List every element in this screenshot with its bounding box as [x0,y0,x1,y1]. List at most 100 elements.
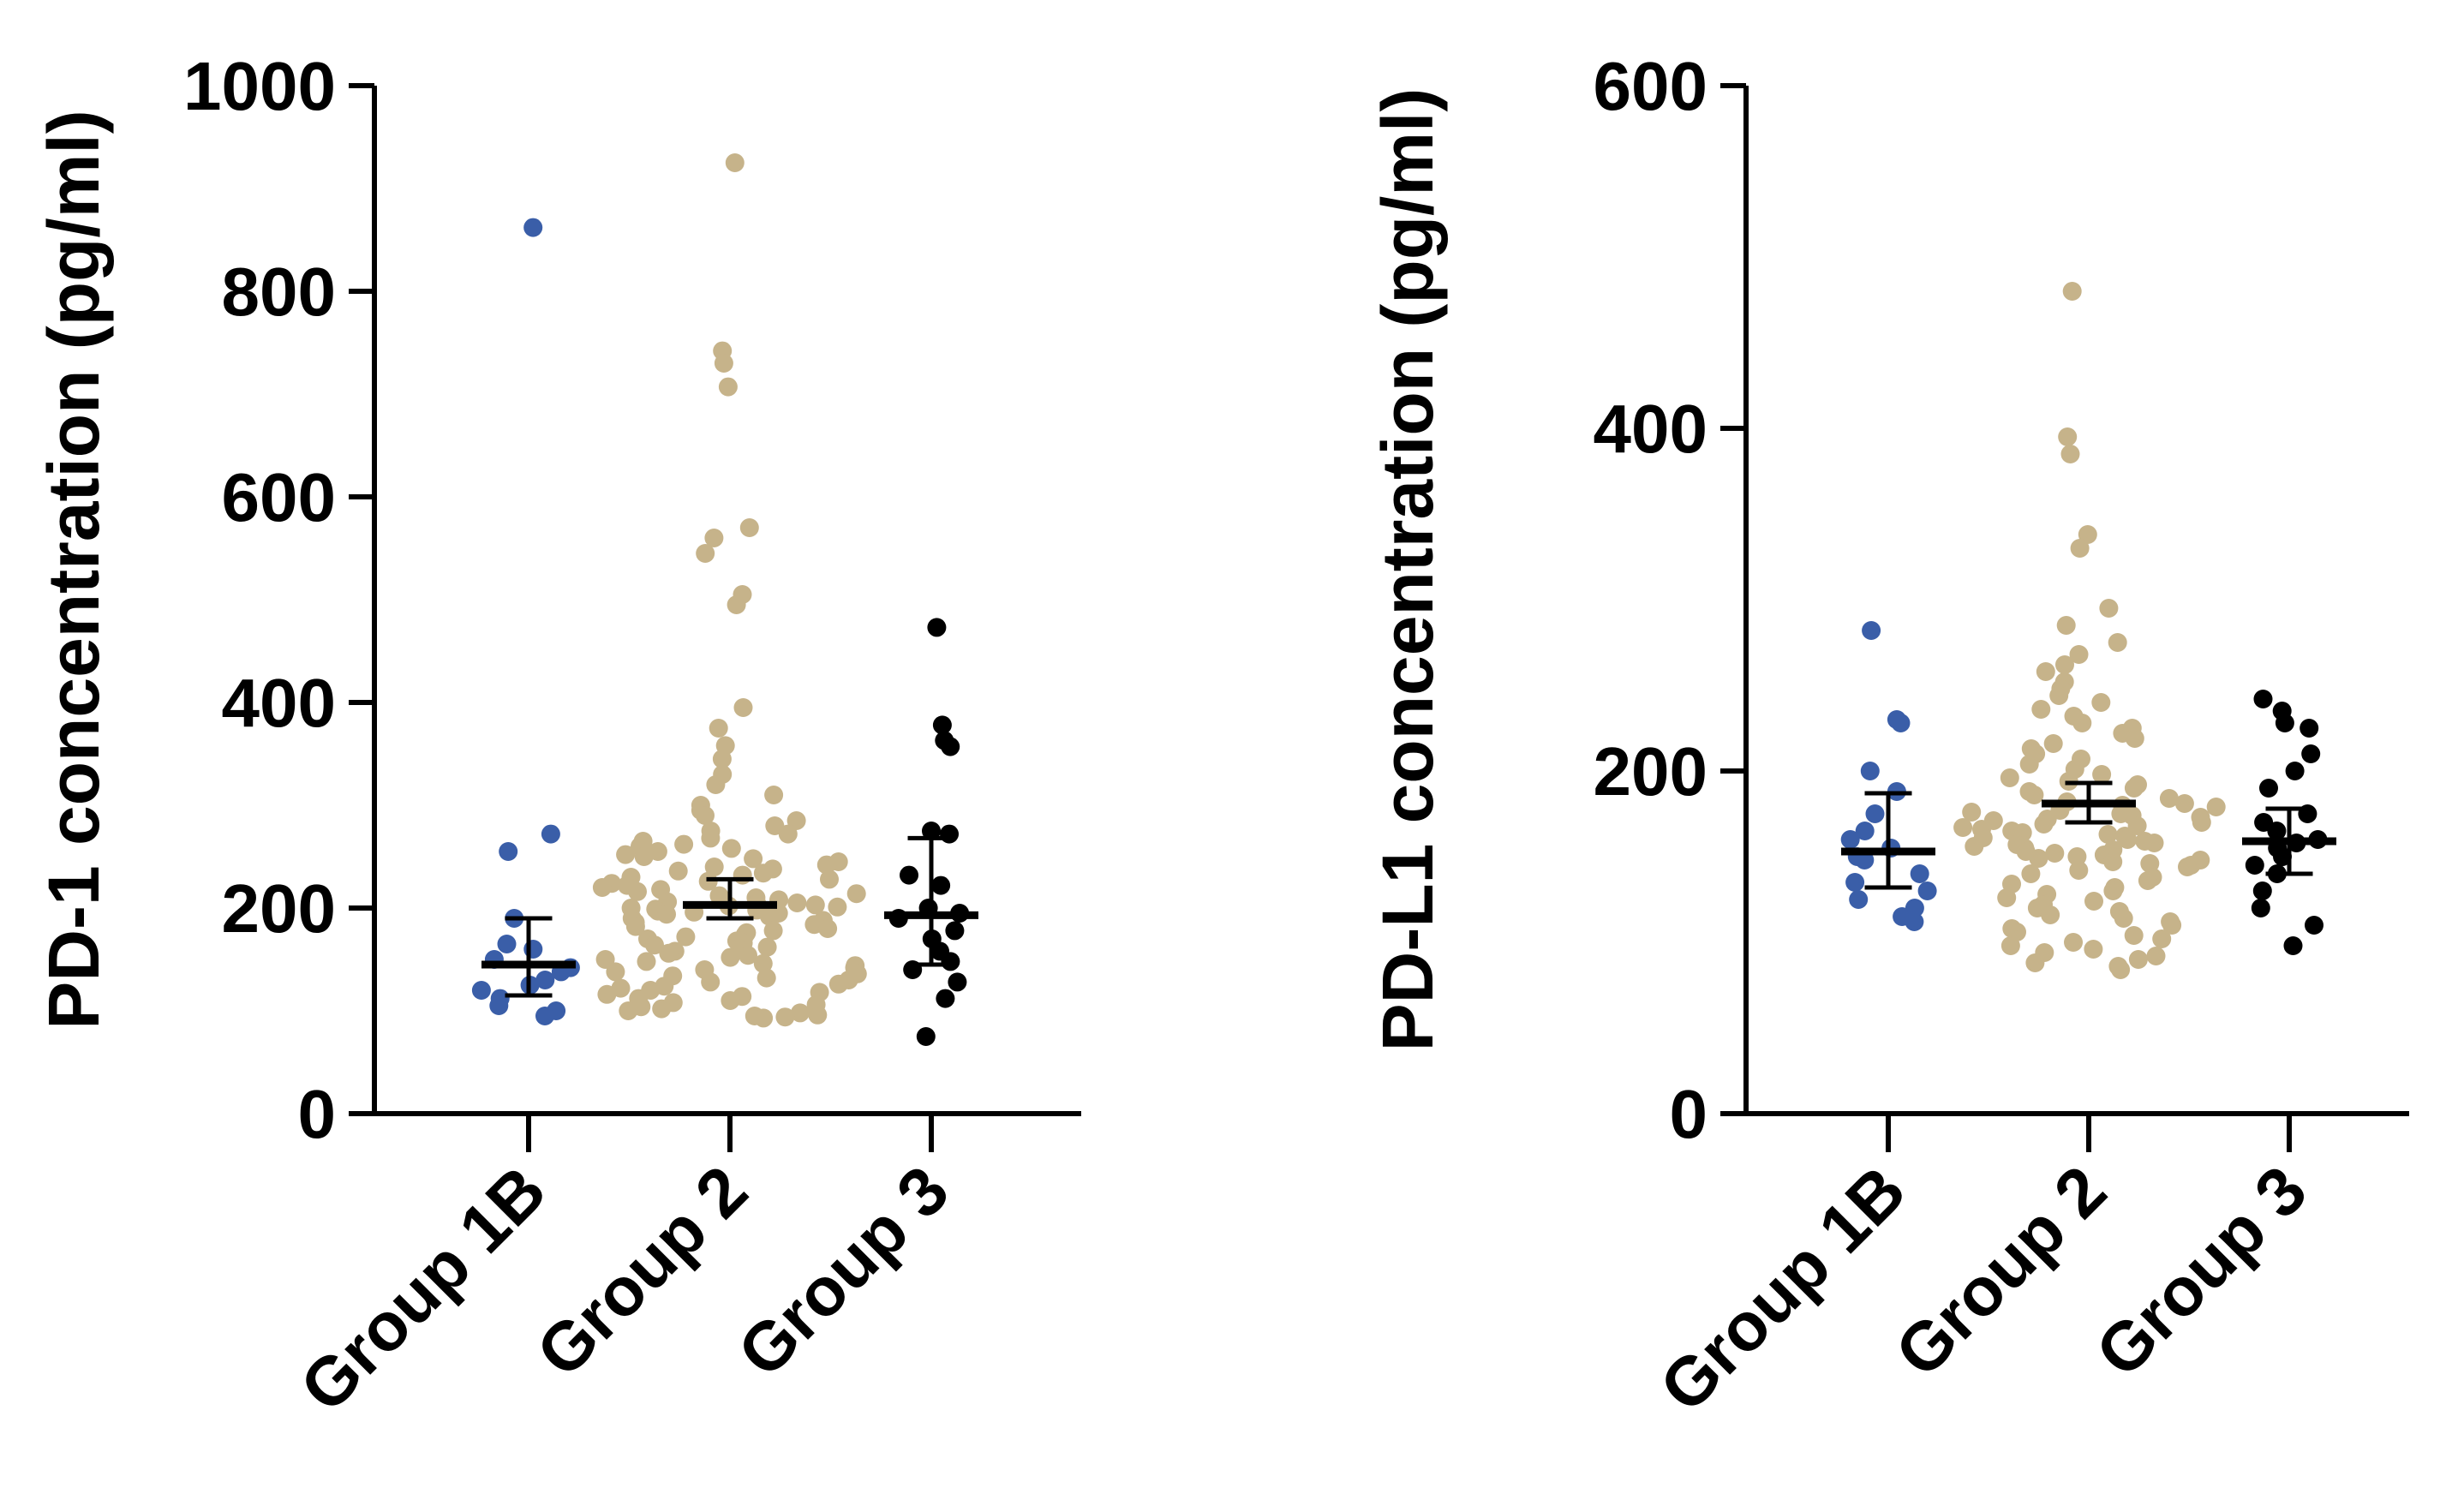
data-point [2041,905,2060,924]
x-category-label: Group 2 [1881,1151,2120,1391]
data-point [739,518,759,537]
data-point [721,991,740,1010]
data-point [2144,834,2164,852]
data-point [790,1003,810,1023]
data-point [725,153,745,172]
series-group-3 [884,618,978,1046]
x-category-label: Group 3 [723,1151,963,1391]
data-point [704,529,724,547]
data-point [1910,864,1929,883]
data-point [2091,693,2111,712]
data-point [1849,890,1869,909]
data-point [818,919,838,938]
data-point [1891,714,1911,732]
data-point [657,905,676,924]
data-point [497,935,517,953]
data-point [2108,633,2127,652]
data-point [744,849,763,869]
data-point [597,984,617,1004]
data-point [2251,899,2270,917]
data-point [619,1001,638,1020]
data-point [1905,912,1924,931]
data-point [2031,700,2051,719]
data-point [1855,822,1875,840]
data-point [721,947,740,967]
data-point [606,962,625,982]
data-point [535,971,555,989]
data-point [2070,539,2090,558]
data-point [2060,445,2080,463]
series-group-1b [1840,621,1937,931]
data-point [2283,936,2303,955]
x-category-label: Group 1B [1645,1151,1920,1426]
data-point [2078,525,2097,544]
data-point [541,824,560,844]
y-axis-title: PD-L1 concentration (pg/ml) [1367,88,1448,1052]
data-point [709,719,728,738]
y-tick-label: 800 [222,254,336,330]
data-point [2056,616,2076,635]
data-point [2025,953,2045,972]
data-point [754,1008,774,1028]
data-point [759,906,779,926]
data-point [778,824,798,844]
data-point [2103,881,2123,900]
data-point [739,946,757,965]
data-point [2301,744,2321,763]
y-tick-label: 0 [1670,1076,1708,1152]
data-point [523,218,543,237]
data-point [828,897,847,917]
data-point [1840,830,1860,849]
series-group-1b [471,218,580,1025]
data-point [2178,858,2197,876]
data-point [2174,794,2194,813]
data-point [2259,779,2278,798]
data-point [2043,734,2063,753]
data-point [2114,909,2133,928]
data-point [2124,779,2144,798]
y-tick-label: 600 [222,459,336,535]
x-category-label: Group 1B [285,1151,560,1426]
data-point [757,937,777,957]
series-group-2 [1953,282,2226,979]
data-point [2049,686,2069,705]
chart-1: 0 200 400 600 800 1000 PD-1 concentration (pg/… [33,48,1081,1426]
data-point [2146,947,2166,965]
data-point [2118,830,2138,849]
data-point [1965,837,1984,856]
data-point [1845,873,1865,892]
data-point [2064,933,2083,952]
data-point [948,972,967,992]
data-point [714,354,733,373]
data-point [1962,803,1982,822]
chart-2: 0 200 400 600 PD-L1 concentration (pg/ml) Gro… [1367,48,2409,1426]
data-point [2062,282,2082,301]
data-point [922,822,941,840]
data-point [659,943,679,963]
data-point [787,893,807,912]
data-point [634,847,654,866]
x-category-label: Group 2 [522,1151,762,1391]
data-point [1953,818,1973,837]
data-point [718,377,738,397]
data-point [941,737,960,756]
data-point [2267,822,2287,840]
data-point [1997,888,2017,907]
y-tick-label: 200 [1594,733,1707,810]
data-point [637,952,656,971]
data-point [932,715,952,735]
data-point [2138,871,2157,890]
data-point [846,884,866,904]
data-point [916,1027,936,1046]
data-point [927,618,947,637]
data-point [805,895,825,915]
data-point [1917,881,1937,900]
data-point [1865,804,1885,823]
data-point [2024,786,2044,804]
data-point [645,935,664,955]
data-point [936,989,955,1008]
data-point [2084,940,2103,959]
data-point [1862,621,1881,640]
data-point [2058,427,2078,446]
data-point [2045,844,2065,863]
